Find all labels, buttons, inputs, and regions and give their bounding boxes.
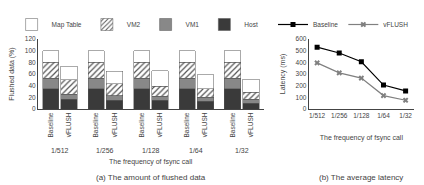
svg-text:100: 100 [25, 47, 36, 54]
svg-text:200: 200 [296, 82, 307, 89]
svg-text:40: 40 [28, 82, 36, 89]
svg-text:1/64: 1/64 [377, 112, 390, 119]
svg-text:Baseline: Baseline [183, 112, 190, 137]
svg-text:60: 60 [28, 70, 36, 77]
svg-text:VM2: VM2 [127, 21, 141, 28]
svg-text:20: 20 [28, 94, 36, 101]
svg-text:Host: Host [244, 21, 258, 28]
svg-text:vFLUSH: vFLUSH [201, 112, 208, 137]
svg-text:Baseline: Baseline [229, 112, 236, 137]
svg-text:1/256: 1/256 [96, 147, 114, 154]
svg-text:0: 0 [303, 105, 307, 112]
svg-text:1/512: 1/512 [51, 147, 69, 154]
svg-text:Flushed data (%): Flushed data (%) [8, 47, 16, 100]
svg-text:Baseline: Baseline [138, 112, 145, 137]
svg-text:1/32: 1/32 [235, 147, 249, 154]
svg-text:VM1: VM1 [186, 21, 200, 28]
svg-text:Baseline: Baseline [92, 112, 99, 137]
svg-text:400: 400 [296, 59, 307, 66]
svg-text:1/128: 1/128 [353, 112, 370, 119]
svg-text:vFLUSH: vFLUSH [156, 112, 163, 137]
svg-text:Map Table: Map Table [52, 21, 82, 29]
svg-text:vFLUSH: vFLUSH [65, 112, 72, 137]
svg-text:(b) The average latency: (b) The average latency [319, 173, 403, 182]
svg-text:100: 100 [296, 94, 307, 101]
svg-text:vFLUSH: vFLUSH [383, 21, 408, 28]
svg-text:1/64: 1/64 [189, 147, 203, 154]
svg-text:1/256: 1/256 [331, 112, 348, 119]
svg-text:The frequency of fsync call: The frequency of fsync call [109, 158, 193, 166]
svg-text:1/512: 1/512 [309, 112, 326, 119]
svg-text:Latency (ms): Latency (ms) [279, 54, 287, 94]
svg-text:120: 120 [25, 35, 36, 42]
svg-text:80: 80 [28, 59, 36, 66]
svg-text:vFLUSH: vFLUSH [111, 112, 118, 137]
svg-text:500: 500 [296, 47, 307, 54]
svg-text:300: 300 [296, 70, 307, 77]
svg-text:The frequency of fsync call: The frequency of fsync call [320, 134, 404, 142]
svg-text:Baseline: Baseline [313, 21, 338, 28]
svg-text:vFLUSH: vFLUSH [247, 112, 254, 137]
svg-text:0: 0 [32, 105, 36, 112]
svg-text:(a) The amount of flushed data: (a) The amount of flushed data [96, 173, 206, 182]
svg-text:Baseline: Baseline [47, 112, 54, 137]
svg-text:1/32: 1/32 [399, 112, 412, 119]
svg-text:1/128: 1/128 [142, 147, 160, 154]
svg-text:600: 600 [296, 35, 307, 42]
